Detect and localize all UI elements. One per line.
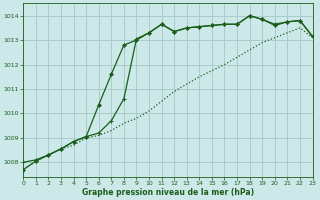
X-axis label: Graphe pression niveau de la mer (hPa): Graphe pression niveau de la mer (hPa): [82, 188, 254, 197]
